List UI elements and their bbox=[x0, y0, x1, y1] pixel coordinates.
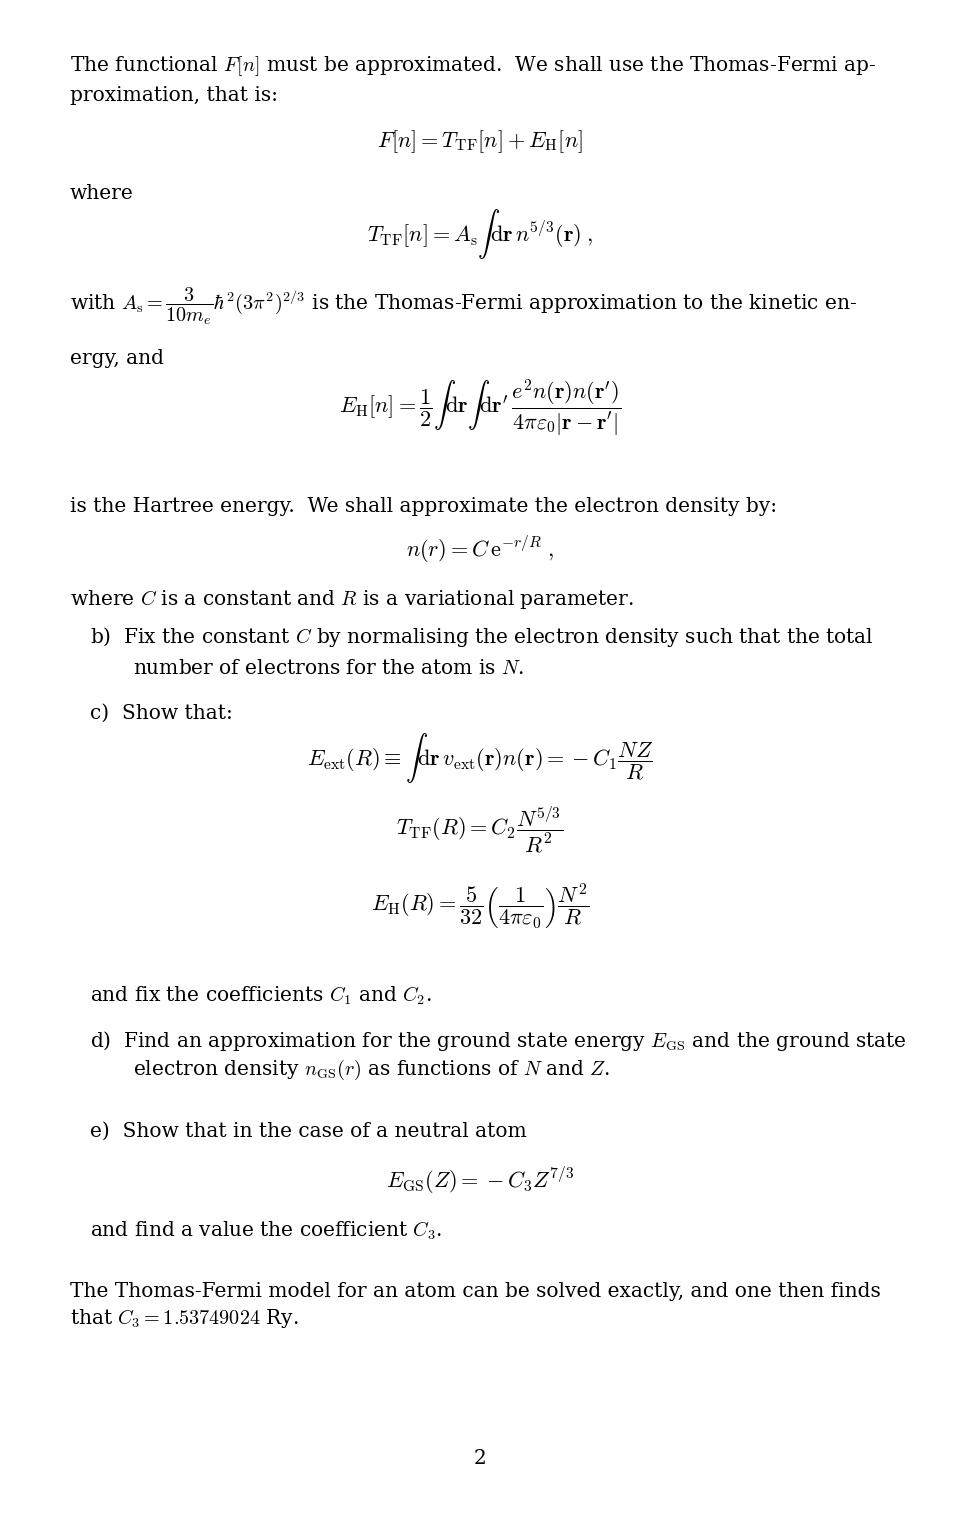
Text: where $C$ is a constant and $R$ is a variational parameter.: where $C$ is a constant and $R$ is a var… bbox=[70, 588, 634, 611]
Text: $E_{\mathrm{ext}}(R) \equiv \int \mathrm{d}\mathbf{r}\, v_{\mathrm{ext}}(\mathbf: $E_{\mathrm{ext}}(R) \equiv \int \mathrm… bbox=[306, 731, 654, 784]
Text: $E_{\mathrm{H}}(R) = \dfrac{5}{32} \left(\dfrac{1}{4\pi\varepsilon_0}\right) \df: $E_{\mathrm{H}}(R) = \dfrac{5}{32} \left… bbox=[371, 882, 589, 931]
Text: 2: 2 bbox=[473, 1448, 487, 1468]
Text: $E_{\mathrm{H}}[n] = \dfrac{1}{2} \int \mathrm{d}\mathbf{r} \int \mathrm{d}\math: $E_{\mathrm{H}}[n] = \dfrac{1}{2} \int \… bbox=[339, 378, 621, 439]
Text: number of electrons for the atom is $N$.: number of electrons for the atom is $N$. bbox=[133, 659, 524, 678]
Text: $F[n] = T_{\mathrm{TF}}[n] + E_{\mathrm{H}}[n]$: $F[n] = T_{\mathrm{TF}}[n] + E_{\mathrm{… bbox=[377, 128, 583, 155]
Text: The Thomas-Fermi model for an atom can be solved exactly, and one then finds: The Thomas-Fermi model for an atom can b… bbox=[70, 1282, 880, 1301]
Text: b)  Fix the constant $C$ by normalising the electron density such that the total: b) Fix the constant $C$ by normalising t… bbox=[90, 624, 874, 649]
Text: $E_{\mathrm{GS}}(Z) = -C_3 Z^{7/3}$: $E_{\mathrm{GS}}(Z) = -C_3 Z^{7/3}$ bbox=[386, 1165, 574, 1196]
Text: e)  Show that in the case of a neutral atom: e) Show that in the case of a neutral at… bbox=[90, 1122, 527, 1141]
Text: and find a value the coefficient $C_3$.: and find a value the coefficient $C_3$. bbox=[90, 1220, 443, 1241]
Text: electron density $n_{\mathrm{GS}}(r)$ as functions of $N$ and $Z$.: electron density $n_{\mathrm{GS}}(r)$ as… bbox=[133, 1058, 611, 1081]
Text: with $A_{\mathrm{s}} = \dfrac{3}{10m_e}\hbar^2(3\pi^2)^{2/3}$ is the Thomas-Ferm: with $A_{\mathrm{s}} = \dfrac{3}{10m_e}\… bbox=[70, 285, 857, 327]
Text: d)  Find an approximation for the ground state energy $E_{\mathrm{GS}}$ and the : d) Find an approximation for the ground … bbox=[90, 1030, 906, 1052]
Text: ergy, and: ergy, and bbox=[70, 349, 164, 369]
Text: $n(r) = C\,\mathrm{e}^{-r/R}\;,$: $n(r) = C\,\mathrm{e}^{-r/R}\;,$ bbox=[406, 535, 554, 565]
Text: and fix the coefficients $C_1$ and $C_2$.: and fix the coefficients $C_1$ and $C_2$… bbox=[90, 984, 432, 1007]
Text: $T_{\mathrm{TF}}(R) = C_2 \dfrac{N^{5/3}}{R^2}$: $T_{\mathrm{TF}}(R) = C_2 \dfrac{N^{5/3}… bbox=[396, 804, 564, 854]
Text: where: where bbox=[70, 184, 133, 203]
Text: is the Hartree energy.  We shall approximate the electron density by:: is the Hartree energy. We shall approxim… bbox=[70, 496, 778, 516]
Text: proximation, that is:: proximation, that is: bbox=[70, 85, 278, 105]
Text: c)  Show that:: c) Show that: bbox=[90, 704, 233, 723]
Text: $T_{\mathrm{TF}}[n] = A_{\mathrm{s}} \int \mathrm{d}\mathbf{r}\, n^{5/3}(\mathbf: $T_{\mathrm{TF}}[n] = A_{\mathrm{s}} \in… bbox=[367, 207, 593, 260]
Text: that $C_3 = 1.53749024$ Ry.: that $C_3 = 1.53749024$ Ry. bbox=[70, 1307, 299, 1330]
Text: The functional $F[n]$ must be approximated.  We shall use the Thomas-Fermi ap-: The functional $F[n]$ must be approximat… bbox=[70, 55, 876, 78]
